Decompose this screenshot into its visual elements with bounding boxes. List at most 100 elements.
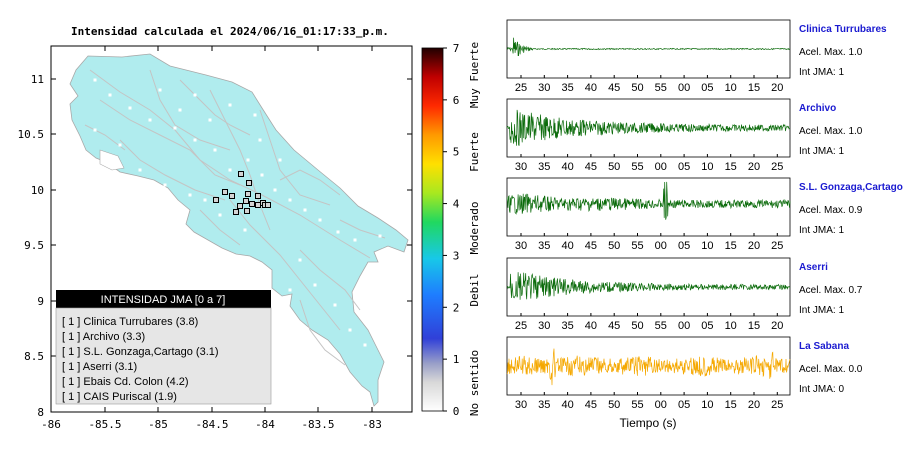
station-marker [238, 171, 244, 177]
colorbar-label: Debil [468, 273, 481, 306]
town-marker [228, 103, 232, 107]
station-name: La Sabana [799, 341, 849, 352]
station-acel-max: Acel. Max. 0.7 [799, 285, 863, 296]
road [89, 69, 371, 259]
colorbar-label: No sentido [468, 350, 481, 416]
station-name: Clinica Turrubares [799, 24, 887, 35]
road [299, 249, 361, 311]
town-marker [313, 283, 317, 287]
map-y-tick-label: 8.5 [24, 350, 44, 363]
waveform-tick-label: 30 [538, 82, 550, 94]
waveform-tick-label: 55 [631, 161, 643, 173]
waveform-tick-label: 25 [771, 240, 783, 252]
legend-item: [ 1 ] Archivo (3.3) [62, 331, 145, 343]
town-marker [193, 93, 197, 97]
waveform-tick-label: 35 [561, 82, 573, 94]
station-int-jma: Int JMA: 0 [799, 384, 844, 395]
town-marker [163, 183, 167, 187]
colorbar-label: Muy Fuerte [468, 42, 481, 108]
waveform-panel: 25 30 35 40 45 50 55 00 05 10 15 20 Clinica Turrubar… [506, 19, 887, 94]
map-x-tick-label: -85.5 [88, 418, 121, 431]
waveform-tick-label: 40 [561, 399, 573, 411]
waveform-panel: 30 35 40 45 50 55 00 05 10 15 20 25 La Sabana Acel. M… [506, 336, 863, 411]
legend-item: [ 1 ] CAIS Puriscal (1.9) [62, 391, 177, 403]
road [279, 169, 341, 196]
waveform-tick-label: 10 [701, 240, 713, 252]
station-marker [255, 193, 261, 199]
waveform-tick-label: 15 [748, 320, 760, 332]
map-y-tick-label: 9 [37, 295, 44, 308]
town-marker [228, 168, 232, 172]
waveform-tick-label: 30 [538, 320, 550, 332]
map-y-axis: 11 10.5 10 9.5 9 8.5 8 [18, 73, 412, 419]
station-marker [222, 189, 228, 195]
road [99, 99, 241, 186]
station-acel-max: Acel. Max. 0.9 [799, 205, 863, 216]
town-marker [243, 228, 247, 232]
map-x-tick-label: -85 [148, 418, 168, 431]
town-marker [203, 198, 207, 202]
map-y-tick-label: 8 [37, 406, 44, 419]
waveform-tick-label: 35 [538, 240, 550, 252]
colorbar-tick-label: 5 [453, 146, 460, 159]
road-network [84, 69, 386, 366]
waveform-tick-label: 20 [771, 320, 783, 332]
town-marker [353, 238, 357, 242]
town-marker [260, 173, 264, 177]
town-marker [303, 208, 307, 212]
legend-title-bar [56, 290, 271, 308]
town-marker [93, 128, 97, 132]
colorbar-ticks: 0 1 2 3 4 5 6 7 [443, 42, 460, 418]
waveform-panel: 30 35 40 45 50 55 00 05 10 15 20 25 S.L. Gonzaga,Car… [506, 177, 903, 252]
waveform-tick-label: 15 [725, 161, 737, 173]
road [299, 299, 346, 366]
waveform-trace [506, 348, 791, 386]
station-int-jma: Int JMA: 1 [799, 225, 844, 236]
town-marker [278, 158, 282, 162]
waveform-tick-label: 50 [631, 82, 643, 94]
waveform-tick-label: 55 [631, 399, 643, 411]
town-marker [193, 138, 197, 142]
waveform-tick-label: 30 [515, 399, 527, 411]
town-marker [363, 343, 367, 347]
station-marker [229, 193, 235, 199]
waveform-tick-label: 15 [748, 82, 760, 94]
town-marker [336, 230, 340, 234]
map-y-tick-label: 10 [31, 184, 44, 197]
station-marker [245, 191, 251, 197]
waveform-tick-label: 15 [725, 399, 737, 411]
town-marker [378, 234, 382, 238]
map-panel: -86 -85.5 -85 -84.5 -84 -83.5 -83 11 10.5 10 9.5 9… [18, 45, 413, 431]
road [199, 209, 241, 246]
station-markers [213, 171, 271, 215]
road [339, 219, 386, 239]
colorbar-tick-label: 2 [453, 301, 460, 314]
waveform-tick-label: 50 [608, 399, 620, 411]
gulf-nicoya [99, 149, 125, 171]
waveform-tick-label: 55 [655, 320, 667, 332]
colorbar: 0 1 2 3 4 5 6 7 No sentido Debil Moderado Fuerte Mu… [421, 42, 481, 418]
town-marker [158, 88, 162, 92]
waveform-tick-label: 30 [515, 161, 527, 173]
town-marker [318, 218, 322, 222]
station-int-jma: Int JMA: 1 [799, 146, 844, 157]
colorbar-labels: No sentido Debil Moderado Fuerte Muy Fuerte [468, 42, 481, 416]
map-y-tick-label: 10.5 [18, 128, 45, 141]
town-marker [246, 158, 250, 162]
colorbar-tick-label: 7 [453, 42, 460, 55]
waveform-tick-label: 45 [608, 82, 620, 94]
waveform-tick-label: 30 [515, 240, 527, 252]
town-marker [348, 328, 352, 332]
station-name: Aserri [799, 262, 828, 273]
waveform-tick-label: 05 [678, 399, 690, 411]
waveform-tick-label: 35 [561, 320, 573, 332]
map-x-axis: -86 -85.5 -85 -84.5 -84 -83.5 -83 [41, 46, 382, 431]
map-x-tick-label: -83.5 [301, 418, 334, 431]
town-marker [188, 193, 192, 197]
legend-item: [ 1 ] S.L. Gonzaga,Cartago (3.1) [62, 346, 219, 358]
waveform-panels: 25 30 35 40 45 50 55 00 05 10 15 20 Clinica Turrubar… [506, 19, 903, 411]
waveform-tick-label: 00 [655, 399, 667, 411]
waveform-tick-label: 35 [538, 399, 550, 411]
waveform-tick-label: 20 [748, 240, 760, 252]
map-x-tick-label: -84.5 [195, 418, 228, 431]
